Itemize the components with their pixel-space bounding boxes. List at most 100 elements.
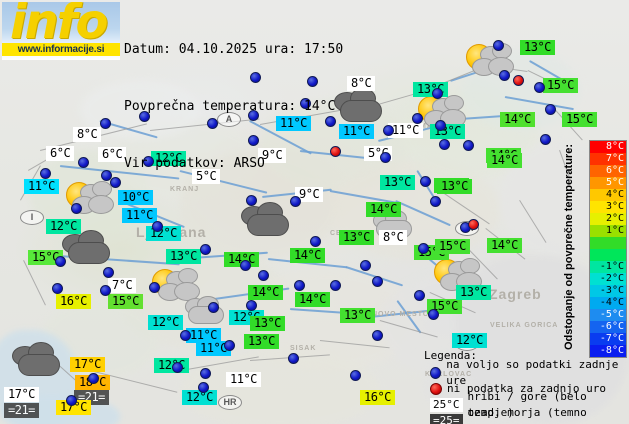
station-dot-available[interactable] <box>88 373 99 384</box>
station-dot-available[interactable] <box>258 270 269 281</box>
station-dot-available[interactable] <box>307 76 318 87</box>
station-dot-available[interactable] <box>246 300 257 311</box>
station-dot-available[interactable] <box>300 98 311 109</box>
sun-behind-cloud-icon <box>62 178 118 218</box>
station-dot-available[interactable] <box>103 267 114 278</box>
dark-cloud-icon <box>332 86 388 126</box>
scale-step: 6°C <box>590 165 626 177</box>
temperature-label: 9°C <box>295 187 324 202</box>
dark-cloud-icon <box>10 340 66 380</box>
station-dot-available[interactable] <box>55 256 66 267</box>
station-dot-available[interactable] <box>463 140 474 151</box>
station-dot-available[interactable] <box>198 382 209 393</box>
station-dot-available[interactable] <box>545 104 556 115</box>
station-dot-available[interactable] <box>78 157 89 168</box>
temperature-label: 13°C <box>437 179 472 194</box>
station-dot-available[interactable] <box>360 260 371 271</box>
station-dot-available[interactable] <box>152 221 163 232</box>
station-dot-available[interactable] <box>372 276 383 287</box>
station-dot-missing[interactable] <box>330 146 341 157</box>
station-dot-available[interactable] <box>139 111 150 122</box>
temperature-label: 12°C <box>46 219 81 234</box>
scale-step <box>590 237 626 249</box>
station-dot-available[interactable] <box>428 309 439 320</box>
scale-step: -7°C <box>590 333 626 345</box>
station-dot-available[interactable] <box>294 280 305 291</box>
station-dot-available[interactable] <box>224 340 235 351</box>
dark-cloud-icon <box>60 228 116 268</box>
station-dot-available[interactable] <box>100 118 111 129</box>
temperature-label: 6°C <box>98 147 127 162</box>
logo-url: www.informacije.si <box>2 43 120 56</box>
station-dot-available[interactable] <box>100 285 111 296</box>
station-dot-available[interactable] <box>325 116 336 127</box>
station-dot-available[interactable] <box>330 280 341 291</box>
station-dot-available[interactable] <box>180 330 191 341</box>
station-dot-available[interactable] <box>439 139 450 150</box>
temperature-label: 12°C <box>146 226 181 241</box>
station-dot-available[interactable] <box>110 177 121 188</box>
legend-item-label: hribi / gore (belo ozadje) <box>467 390 587 419</box>
station-dot-available[interactable] <box>372 330 383 341</box>
station-dot-available[interactable] <box>200 368 211 379</box>
station-dot-missing[interactable] <box>468 219 479 230</box>
station-dot-available[interactable] <box>143 156 154 167</box>
station-dot-available[interactable] <box>101 170 112 181</box>
station-dot-available[interactable] <box>71 203 82 214</box>
dark-cloud-icon <box>239 200 295 240</box>
station-dot-available[interactable] <box>172 362 183 373</box>
station-dot-available[interactable] <box>412 113 423 124</box>
station-dot-available[interactable] <box>430 196 441 207</box>
station-dot-available[interactable] <box>540 134 551 145</box>
station-dot-available[interactable] <box>534 82 545 93</box>
temperature-label: 11°C <box>226 372 261 387</box>
station-dot-available[interactable] <box>414 290 425 301</box>
station-dot-available[interactable] <box>40 168 51 179</box>
temperature-label: 8°C <box>379 230 408 245</box>
station-dot-available[interactable] <box>435 120 446 131</box>
station-dot-available[interactable] <box>66 395 77 406</box>
temperature-label: 14°C <box>290 248 325 263</box>
station-dot-available[interactable] <box>420 176 431 187</box>
scale-step: 4°C <box>590 189 626 201</box>
temperature-label: 17°C <box>4 387 39 402</box>
station-dot-available[interactable] <box>380 152 391 163</box>
temperature-label: 9°C <box>258 148 287 163</box>
station-dot-available[interactable] <box>240 260 251 271</box>
station-dot-available[interactable] <box>208 302 219 313</box>
station-dot-available[interactable] <box>246 195 257 206</box>
station-dot-available[interactable] <box>200 244 211 255</box>
site-logo[interactable]: info www.informacije.si <box>2 2 120 60</box>
terrain-blob <box>180 350 380 424</box>
logo-wordmark: info <box>10 2 108 50</box>
station-dot-available[interactable] <box>499 70 510 81</box>
scale-step: -5°C <box>590 309 626 321</box>
station-dot-missing[interactable] <box>513 75 524 86</box>
temperature-label: 15°C <box>543 78 578 93</box>
legend-sea-chip: =25= <box>430 414 463 424</box>
cloud-icon <box>183 293 233 329</box>
station-dot-available[interactable] <box>248 110 259 121</box>
scale-step: 5°C <box>590 177 626 189</box>
station-dot-available[interactable] <box>383 125 394 136</box>
scale-step <box>590 249 626 261</box>
station-dot-available[interactable] <box>248 135 259 146</box>
station-dot-available[interactable] <box>52 283 63 294</box>
temperature-label: 6°C <box>46 146 75 161</box>
country-code-badge: A <box>217 112 241 127</box>
temperature-label: 15°C <box>562 112 597 127</box>
header-info: Datum: 04.10.2025 ura: 17:50 Povprečna t… <box>124 2 343 211</box>
station-dot-available[interactable] <box>350 370 361 381</box>
station-dot-available[interactable] <box>250 72 261 83</box>
station-dot-available[interactable] <box>432 88 443 99</box>
station-dot-available[interactable] <box>418 243 429 254</box>
legend-item: 25°C hribi / gore (belo ozadje) <box>424 390 629 419</box>
station-dot-available[interactable] <box>149 282 160 293</box>
station-dot-available[interactable] <box>290 196 301 207</box>
scale-step: -4°C <box>590 297 626 309</box>
station-dot-available[interactable] <box>493 40 504 51</box>
station-dot-available[interactable] <box>288 353 299 364</box>
station-dot-available[interactable] <box>310 236 321 247</box>
station-dot-available[interactable] <box>207 118 218 129</box>
temperature-label: 11°C <box>24 179 59 194</box>
